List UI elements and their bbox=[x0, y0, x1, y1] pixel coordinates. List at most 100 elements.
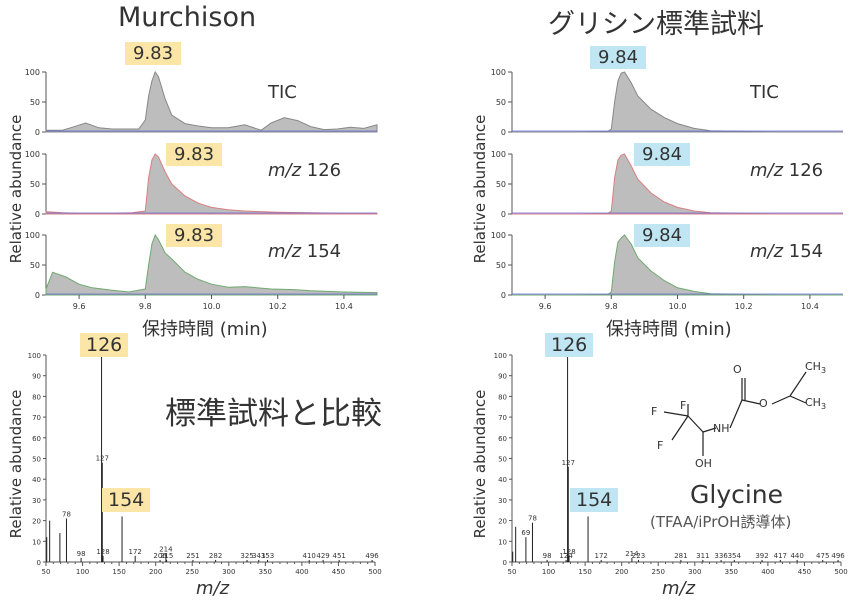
spec-peak-label: 223 bbox=[632, 552, 645, 560]
mz-value: 154 bbox=[301, 241, 342, 262]
spec-peak-label: 251 bbox=[186, 552, 199, 560]
left-trace-label-126: m/z 126 bbox=[268, 160, 341, 181]
spec-x-tick-label: 250 bbox=[652, 568, 665, 576]
chrom-y-tick-label: 50 bbox=[496, 180, 506, 189]
structure-bond bbox=[663, 411, 689, 417]
spec-peak-label: 341 bbox=[252, 552, 265, 560]
chrom-y-tick-label: 0 bbox=[501, 210, 506, 219]
chrom-y-tick-label: 0 bbox=[35, 128, 40, 137]
left-tic-peak-tag: 9.83 bbox=[125, 42, 182, 65]
spec-peak-label: 496 bbox=[831, 552, 845, 560]
spec-x-tick-label: 400 bbox=[295, 568, 308, 576]
spec-peak-label: 172 bbox=[129, 548, 142, 556]
right-panel-title: グリシン標準試料 bbox=[548, 9, 764, 40]
spec-x-tick-label: 100 bbox=[76, 568, 89, 576]
chrom-x-tick-label: 10.0 bbox=[669, 302, 687, 311]
spec-peak-label: 98 bbox=[543, 552, 552, 560]
spec-peak-label: 336 bbox=[714, 552, 728, 560]
left-spec-ylabel: Relative abundance bbox=[7, 389, 25, 539]
chrom-trace-0 bbox=[45, 70, 378, 133]
chrom-x-tick-label: 10.4 bbox=[335, 302, 353, 311]
structure-bond bbox=[789, 395, 807, 404]
chrom-y-tick-label: 0 bbox=[501, 128, 506, 137]
chrom-y-tick-label: 50 bbox=[496, 261, 506, 270]
right-tic-peak-tag: 9.84 bbox=[590, 46, 647, 69]
spec-y-tick-label: 50 bbox=[32, 456, 41, 464]
spec-peak-label: 98 bbox=[77, 550, 86, 558]
left-chrom-ylabel: Relative abundance bbox=[7, 114, 25, 264]
atom-o-ester: O bbox=[759, 397, 768, 410]
spec-peak-label: 417 bbox=[774, 552, 787, 560]
compound-note: (TFAA/iPrOH誘導体) bbox=[650, 513, 792, 531]
chrom-y-tick-label: 0 bbox=[35, 210, 40, 219]
structure-bond bbox=[789, 371, 807, 397]
chrom-trace-2 bbox=[45, 233, 378, 296]
atom-o-carbonyl: O bbox=[733, 363, 742, 376]
chrom-y-tick-label: 100 bbox=[491, 68, 506, 77]
spec-peak-label: 215 bbox=[160, 552, 173, 560]
spec-peak-label: 69 bbox=[521, 529, 530, 537]
spec-y-tick-label: 40 bbox=[32, 476, 41, 484]
spec-peak-label: 475 bbox=[816, 552, 829, 560]
spec-peak-label: 440 bbox=[790, 552, 803, 560]
spec-x-tick-label: 450 bbox=[332, 568, 345, 576]
spec-x-tick-label: 350 bbox=[259, 568, 272, 576]
spec-peak-label: 78 bbox=[62, 511, 71, 519]
spec-peak-label: 429 bbox=[316, 552, 329, 560]
chrom-y-tick-label: 0 bbox=[501, 291, 506, 300]
right-126-peak-tag: 9.84 bbox=[634, 143, 691, 166]
spec-peak-label: 206 bbox=[153, 552, 167, 560]
structure-bond bbox=[687, 415, 704, 433]
chrom-y-tick-label: 50 bbox=[496, 98, 506, 107]
spec-x-tick-label: 300 bbox=[688, 568, 701, 576]
mz-italic: m/z bbox=[268, 241, 302, 262]
spec-y-tick-label: 60 bbox=[498, 435, 507, 443]
atom-nh: NH bbox=[713, 422, 730, 435]
right-spec-xlabel: m/z bbox=[662, 578, 696, 599]
right-chrom-xlabel: 保持時間 (min) bbox=[606, 319, 732, 340]
atom-f3: F bbox=[657, 439, 664, 452]
chrom-x-tick-label: 10.2 bbox=[269, 302, 287, 311]
structure-bond bbox=[702, 427, 717, 433]
mz-value: 154 bbox=[783, 241, 824, 262]
chrom-y-tick-label: 100 bbox=[25, 150, 40, 159]
left-panel-title: Murchison bbox=[118, 2, 257, 33]
spec-peak-label: 281 bbox=[674, 552, 687, 560]
spec-x-tick-label: 500 bbox=[368, 568, 381, 576]
compound-name: Glycine bbox=[690, 480, 784, 509]
spec-x-tick-label: 500 bbox=[834, 568, 847, 576]
spec-peak-label: 124 bbox=[559, 552, 573, 560]
atom-oh: OH bbox=[695, 457, 712, 470]
spec-y-tick-label: 30 bbox=[498, 497, 507, 505]
chrom-y-tick-label: 100 bbox=[491, 231, 506, 240]
mz-value: 126 bbox=[783, 160, 824, 181]
chrom-y-tick-label: 100 bbox=[25, 231, 40, 240]
spec-y-tick-label: 0 bbox=[37, 559, 41, 567]
spec-peak-label: 496 bbox=[365, 552, 379, 560]
spec-peak-label: 78 bbox=[528, 515, 537, 523]
structure-bond bbox=[771, 395, 791, 405]
structure-bond bbox=[671, 415, 689, 441]
spec-x-tick-label: 200 bbox=[149, 568, 162, 576]
spec-y-tick-label: 60 bbox=[32, 435, 41, 443]
spec-peak-label: 127 bbox=[96, 455, 109, 463]
chrom-x-tick-label: 9.8 bbox=[605, 302, 618, 311]
chrom-y-tick-label: 50 bbox=[30, 98, 40, 107]
chrom-x-tick-label: 10.4 bbox=[801, 302, 819, 311]
right-trace-label-tic: TIC bbox=[750, 82, 779, 103]
spec-y-tick-label: 90 bbox=[32, 373, 41, 381]
left-spec-xlabel: m/z bbox=[196, 578, 230, 599]
left-trace-label-154: m/z 154 bbox=[268, 241, 341, 262]
mz-italic: m/z bbox=[750, 241, 784, 262]
left-trace-label-tic: TIC bbox=[268, 82, 297, 103]
atom-ch3-top: CH3 bbox=[805, 360, 827, 376]
right-trace-label-126: m/z 126 bbox=[750, 160, 823, 181]
spec-y-tick-label: 10 bbox=[32, 538, 41, 546]
spec-peak-label: 128 bbox=[562, 548, 575, 556]
spec-y-tick-label: 70 bbox=[32, 414, 41, 422]
mz-italic: m/z bbox=[750, 160, 784, 181]
right-chrom-ylabel: Relative abundance bbox=[471, 114, 489, 264]
left-spec-tag-154: 154 bbox=[102, 488, 151, 512]
